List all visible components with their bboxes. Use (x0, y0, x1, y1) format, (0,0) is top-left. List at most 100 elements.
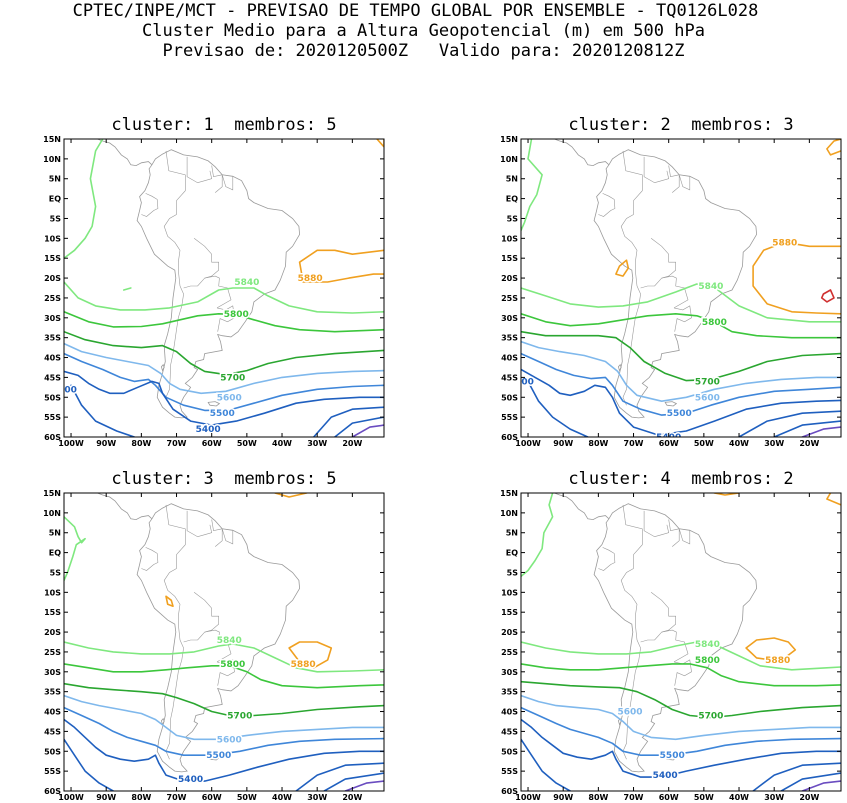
lat-label: 40S (44, 354, 61, 363)
map-frame (63, 492, 385, 792)
contour-line (64, 281, 384, 314)
contour-line (64, 311, 384, 333)
contour-line (521, 313, 841, 339)
contour-label: 5700 (220, 373, 245, 383)
country-border (216, 659, 235, 686)
contour-label: 5840 (695, 640, 720, 650)
country-border (661, 275, 689, 309)
country-border (678, 528, 691, 545)
lat-label: 20S (501, 274, 518, 283)
panel-title-cluster-2: cluster: 2 membros: 3 (568, 115, 794, 135)
contour-line (64, 682, 384, 717)
lat-label: 45S (501, 727, 518, 736)
lon-label: 40W (729, 439, 749, 448)
country-border (186, 510, 213, 538)
panel-title-cluster-1: cluster: 1 membros: 5 (111, 115, 337, 135)
contour-line (312, 406, 384, 437)
contour-line (64, 706, 384, 756)
lat-label: 10N (500, 509, 518, 518)
contour-line (752, 762, 841, 791)
lat-label: 50S (501, 747, 518, 756)
lat-label: 25S (501, 648, 518, 657)
country-border (620, 214, 638, 287)
country-border (221, 174, 234, 191)
contour-label: 5880 (772, 238, 797, 248)
country-border (141, 547, 159, 571)
contour-label: 5840 (698, 282, 723, 292)
panel-title-cluster-4: cluster: 4 membros: 2 (568, 469, 794, 489)
coastline-central-america (97, 493, 153, 521)
lat-label: 5S (50, 214, 62, 223)
country-border (165, 504, 186, 569)
contour-line (521, 368, 841, 436)
coastline-chiloe (160, 363, 165, 372)
lat-label: 15N (500, 489, 518, 498)
country-border (165, 285, 184, 406)
contour-line (521, 330, 841, 382)
country-border (661, 629, 689, 663)
lon-label: 70W (624, 439, 644, 448)
contour-line (165, 595, 174, 607)
contour-label: 5800 (224, 310, 249, 320)
lat-label: 15N (500, 135, 518, 144)
country-border (668, 519, 680, 547)
lon-label: 70W (167, 439, 187, 448)
lat-label: 60S (501, 433, 518, 442)
contour-line (64, 370, 384, 426)
contour-line (826, 493, 841, 506)
contour-line (521, 738, 571, 791)
lat-label: 10S (501, 234, 518, 243)
contour-label: 5840 (217, 636, 242, 646)
country-border (673, 305, 692, 332)
lat-label: 15S (501, 254, 518, 263)
lon-label: 40W (272, 793, 292, 802)
country-border (622, 639, 641, 760)
contour-label: 5880 (291, 660, 316, 670)
contour-line (64, 516, 86, 582)
lat-label: 10S (44, 588, 61, 597)
country-border (183, 238, 219, 289)
lon-label: 30W (764, 793, 784, 802)
contour-line (745, 637, 797, 661)
contour-line (615, 259, 630, 277)
contour-line (64, 718, 384, 782)
lat-label: 55S (501, 767, 518, 776)
country-border (211, 519, 223, 547)
contour-line (70, 384, 136, 437)
country-border (221, 528, 234, 545)
country-border (186, 156, 213, 184)
lon-label: 60W (202, 793, 222, 802)
coastline-south-america (136, 149, 301, 419)
chart-title-line2: Cluster Medio para a Altura Geopotencial… (142, 21, 705, 41)
lat-label: 55S (501, 413, 518, 422)
contour-line (295, 762, 384, 791)
chart-title-line3: Previsao de: 2020120500Z Valido para: 20… (162, 41, 685, 61)
map-panel-cluster-1: 5880 5840 5800 5700 5600 5500 5400 500 15N 10N 5N E… (43, 135, 385, 448)
coastline-central-america (97, 139, 153, 167)
country-border (183, 592, 219, 643)
lat-label: EQ (49, 549, 61, 558)
contour-line (521, 641, 841, 671)
contour-label: 5700 (698, 712, 723, 722)
lat-label: 15N (43, 489, 61, 498)
country-border (165, 150, 186, 215)
coastline-central-america (554, 493, 610, 521)
contour-label: 5400 (178, 775, 203, 785)
lat-label: 20S (44, 628, 61, 637)
contour-line (820, 289, 835, 303)
lat-label: 30S (501, 314, 518, 323)
lat-label: EQ (506, 549, 518, 558)
lat-label: 35S (501, 688, 518, 697)
lon-label: 90W (96, 793, 116, 802)
lon-label: 40W (272, 439, 292, 448)
map-frame (520, 138, 842, 438)
lon-label: 40W (729, 793, 749, 802)
lon-label: 20W (342, 439, 362, 448)
contour-label: 5800 (695, 656, 720, 666)
contour-line (521, 493, 554, 578)
contour-line (738, 410, 841, 437)
coastline-chiloe (617, 363, 622, 372)
country-border (598, 193, 616, 217)
lat-label: 25S (501, 294, 518, 303)
lat-label: 10N (500, 155, 518, 164)
